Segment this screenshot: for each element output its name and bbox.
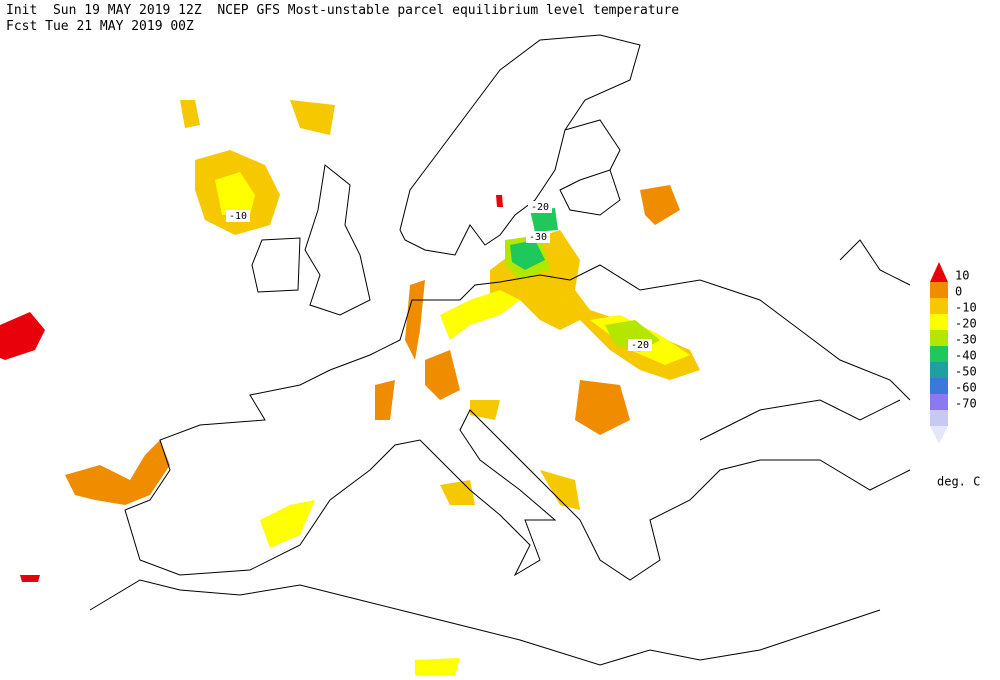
field-area [0, 312, 45, 582]
legend-swatch [930, 362, 948, 378]
coastlines [89, 34, 911, 666]
coastline [251, 164, 371, 316]
legend-swatch [930, 410, 948, 426]
contour-label: -20 [531, 202, 549, 213]
contour-labels: -10 -20 -30 -20 [226, 201, 652, 351]
legend-swatch [930, 330, 948, 346]
field-area [260, 500, 460, 675]
contour-label-bg [528, 201, 552, 213]
contour-label: -20 [631, 340, 649, 351]
legend-label: -70 [955, 397, 977, 411]
field-area [180, 100, 335, 135]
field-area [440, 400, 580, 510]
legend-arrow-bottom [930, 426, 948, 444]
legend: 10 0 -10 -20 -30 -40 -50 -60 -70 [930, 262, 977, 444]
contour-label-bg [526, 231, 550, 243]
coastline [559, 119, 621, 216]
legend-label: -60 [955, 381, 977, 395]
legend-label: 10 [955, 269, 969, 283]
legend-label: 0 [955, 285, 962, 299]
legend-swatch [930, 394, 948, 410]
contour-label: -30 [529, 232, 547, 243]
legend-arrow-top [930, 262, 948, 282]
contour-label: -10 [229, 211, 247, 222]
legend-label: -50 [955, 365, 977, 379]
legend-swatch [930, 346, 948, 362]
legend-swatch [930, 298, 948, 314]
coastline [89, 579, 881, 666]
legend-label: -30 [955, 333, 977, 347]
field-area [375, 185, 680, 435]
legend-label: -40 [955, 349, 977, 363]
contour-label-bg [628, 339, 652, 351]
coastline [329, 264, 911, 401]
legend-units: deg. C [937, 475, 980, 489]
legend-label: -20 [955, 317, 977, 331]
coastline [399, 34, 641, 256]
field-area [215, 172, 255, 215]
legend-swatch [930, 314, 948, 330]
border [699, 239, 911, 441]
field-area [510, 208, 558, 270]
field-area [505, 235, 660, 352]
field-area [65, 440, 170, 505]
legend-swatch [930, 282, 948, 298]
legend-swatch [930, 378, 948, 394]
header-init: Init Sun 19 MAY 2019 12Z NCEP GFS Most-u… [6, 3, 679, 18]
field-area [496, 195, 503, 207]
contour-label-bg [226, 210, 250, 222]
legend-label: -10 [955, 301, 977, 315]
coastline [124, 369, 911, 581]
header-forecast: Fcst Tue 21 MAY 2019 00Z [6, 19, 194, 34]
